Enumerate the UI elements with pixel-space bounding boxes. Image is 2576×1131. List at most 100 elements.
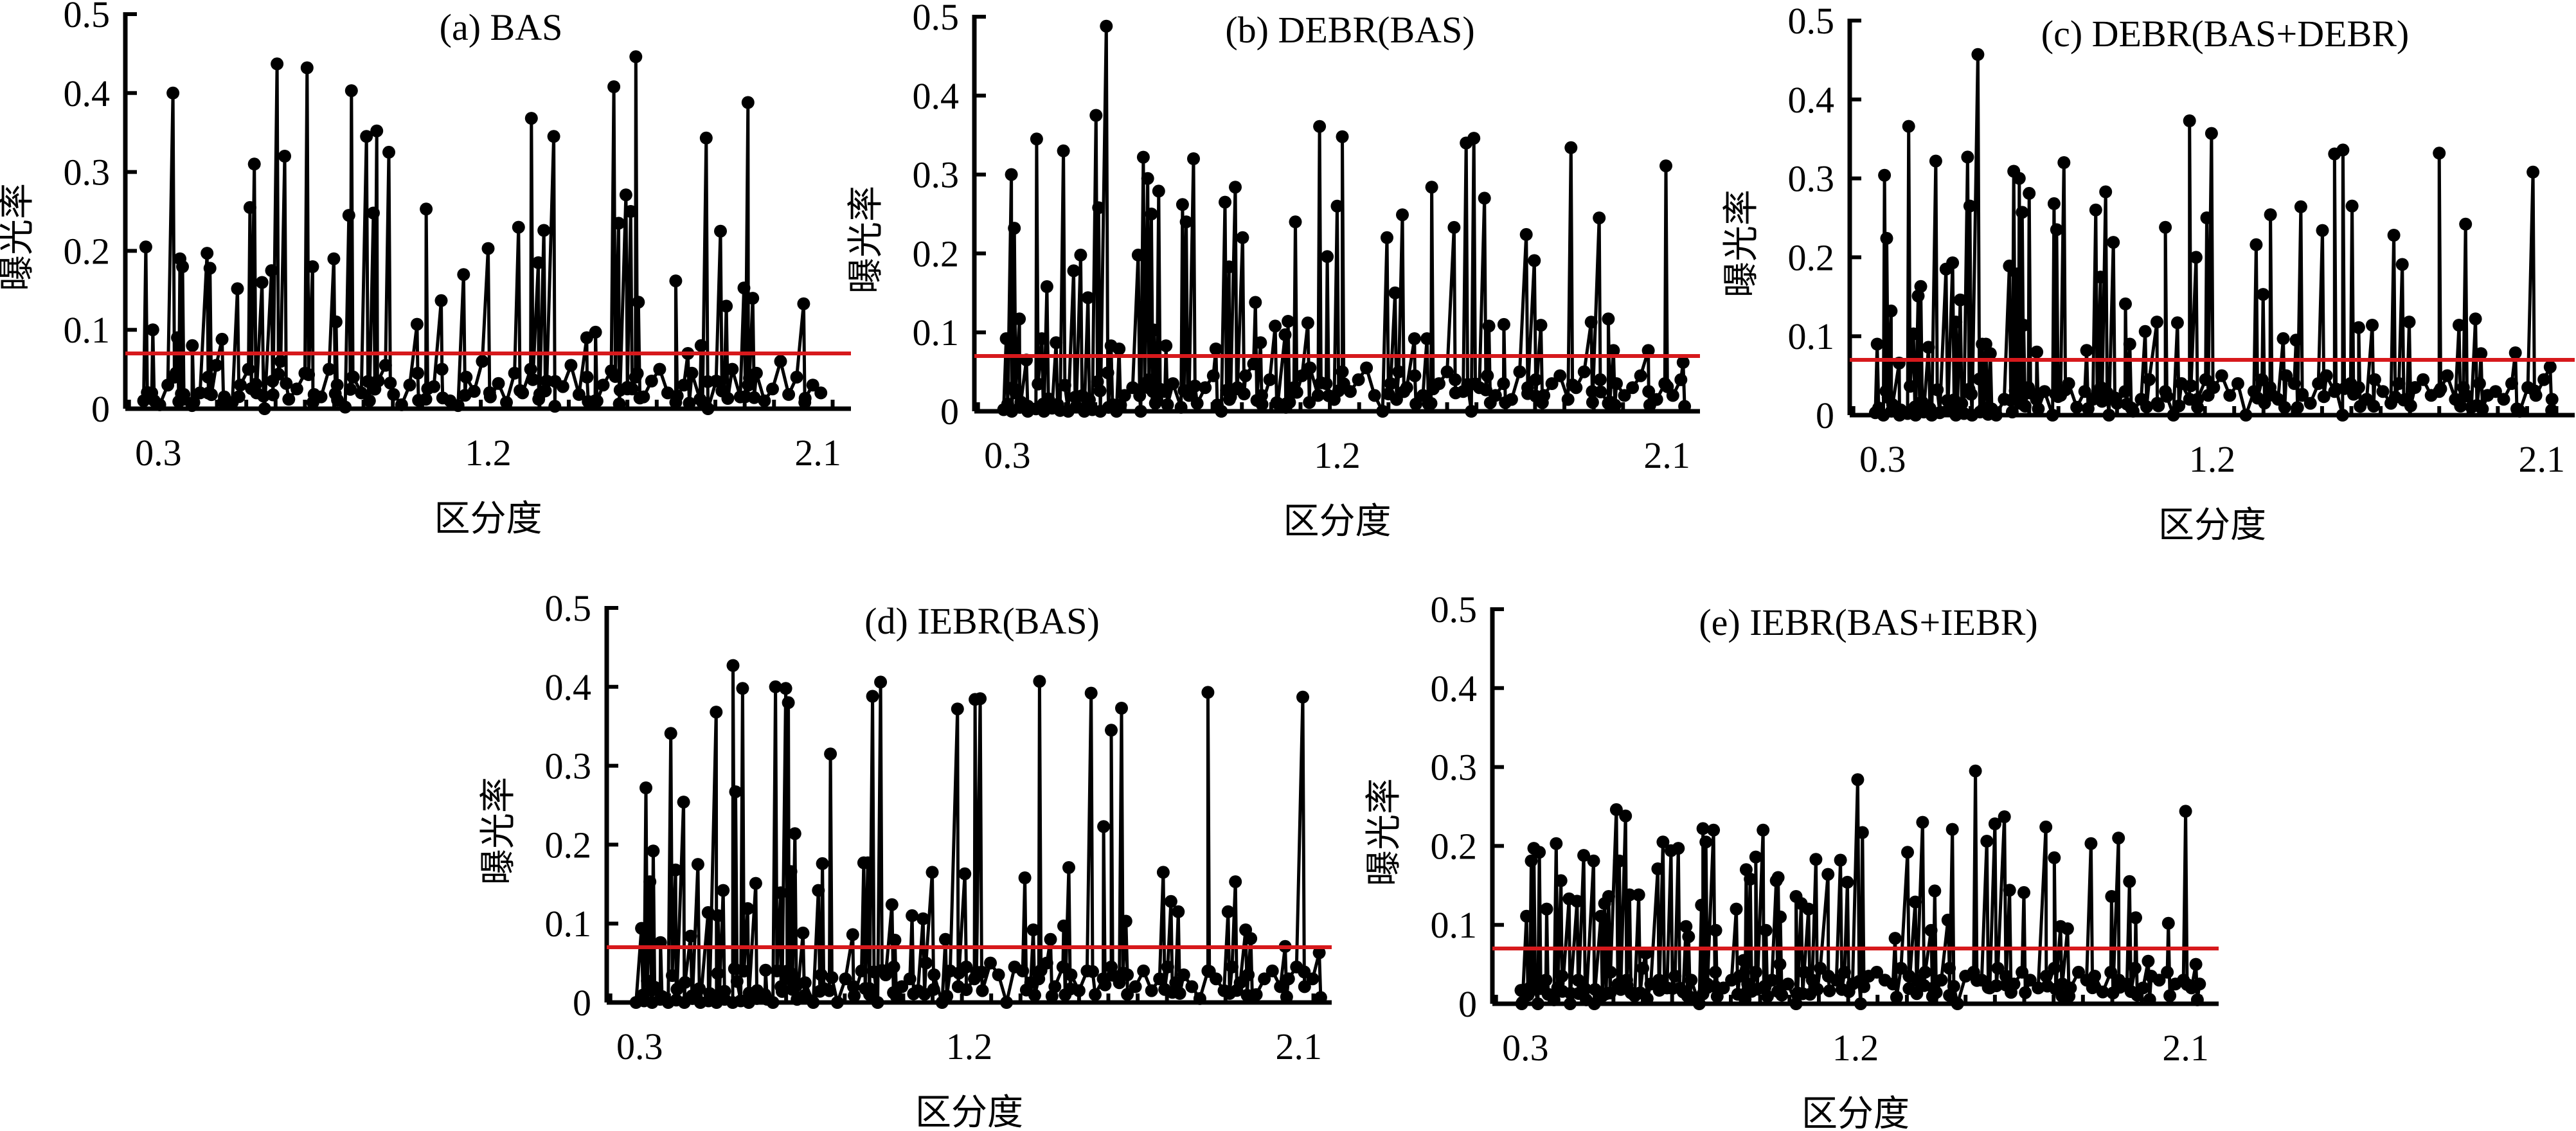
data-point (1156, 866, 1170, 879)
data-point (1811, 983, 1824, 996)
data-point (1296, 690, 1309, 704)
data-point (888, 934, 902, 947)
data-point (1425, 181, 1438, 194)
data-point (243, 200, 256, 214)
data-point (2152, 399, 2165, 413)
data-point (788, 827, 801, 841)
data-point (839, 972, 852, 986)
data-point (215, 332, 229, 346)
data-point (1408, 332, 1421, 345)
data-point (1802, 902, 1815, 916)
data-point (2392, 377, 2406, 390)
data-point (926, 866, 939, 879)
data-point (1969, 764, 1982, 778)
data-point (1013, 312, 1026, 326)
data-point (1062, 861, 1075, 874)
data-point (306, 260, 319, 273)
data-point (619, 188, 632, 202)
data-point (714, 224, 727, 238)
data-point (2050, 223, 2063, 236)
data-point (1172, 905, 1185, 918)
data-point (492, 377, 505, 390)
data-point (1907, 327, 1920, 341)
data-point (2089, 203, 2102, 217)
data-point (210, 359, 223, 372)
data-point (2012, 172, 2026, 185)
data-point (2128, 961, 2142, 975)
data-point (1226, 960, 1239, 974)
data-point (556, 380, 569, 393)
data-point (2207, 381, 2221, 394)
data-point (1634, 369, 1647, 382)
y-tick-label: 0.1 (1431, 904, 1478, 946)
data-point (2367, 400, 2381, 413)
data-point (371, 374, 385, 387)
data-point (1319, 377, 1333, 390)
data-point (648, 981, 661, 994)
data-point (1295, 369, 1309, 382)
data-point (1433, 377, 1445, 390)
data-point (759, 963, 773, 977)
data-point (1089, 109, 1103, 122)
x-tick-label: 2.1 (2518, 438, 2565, 480)
data-point (1857, 980, 1871, 993)
data-point (1368, 389, 1381, 402)
data-point (1255, 398, 1269, 411)
data-point (1528, 254, 1541, 267)
data-point (524, 112, 538, 125)
data-point (1219, 195, 1231, 209)
data-point (1709, 965, 1722, 979)
data-point (784, 865, 798, 878)
data-point (1699, 835, 1713, 849)
data-point (2287, 377, 2301, 390)
data-point (1057, 144, 1070, 157)
data-point (890, 990, 903, 1003)
data-point (500, 396, 513, 409)
data-point (1193, 992, 1206, 1005)
data-point (2039, 820, 2053, 833)
data-point (1440, 365, 1454, 378)
data-point (816, 857, 829, 870)
data-point (1167, 377, 1179, 390)
data-point (1115, 702, 1128, 715)
data-point (1744, 873, 1757, 886)
data-point (1564, 997, 1577, 1010)
data-point (342, 209, 355, 222)
data-point (1158, 385, 1172, 398)
data-point (1098, 978, 1112, 992)
data-point (1914, 280, 1928, 293)
panel-title: (d) IEBR(BAS) (864, 600, 1100, 642)
data-point (2460, 389, 2474, 403)
x-axis-title: 区分度 (915, 1092, 1023, 1131)
data-point (1759, 923, 1773, 937)
data-point (1134, 405, 1147, 418)
data-point (1676, 355, 1690, 369)
data-point (139, 240, 152, 254)
data-point (798, 391, 812, 405)
data-point (1608, 398, 1622, 412)
data-point (863, 988, 876, 1001)
y-tick-label: 0.4 (1431, 668, 1478, 709)
data-point (1161, 960, 1174, 974)
data-point (669, 863, 683, 877)
data-point (2264, 208, 2277, 222)
data-point (783, 966, 796, 979)
data-point (2161, 965, 2174, 979)
data-point (1737, 954, 1750, 967)
data-point (1577, 849, 1591, 862)
data-point (1886, 977, 1900, 991)
data-point (481, 242, 495, 255)
data-point (684, 929, 697, 943)
data-point (1685, 974, 1698, 987)
data-point (797, 297, 810, 310)
data-point (1683, 990, 1697, 1004)
data-point (1249, 296, 1262, 309)
data-point (1482, 319, 1496, 333)
data-point (344, 84, 358, 98)
data-point (1659, 159, 1672, 173)
data-point (2140, 400, 2153, 413)
data-point (1008, 222, 1021, 235)
data-point (2215, 369, 2228, 382)
data-point (1290, 386, 1303, 399)
data-point (1233, 976, 1247, 990)
